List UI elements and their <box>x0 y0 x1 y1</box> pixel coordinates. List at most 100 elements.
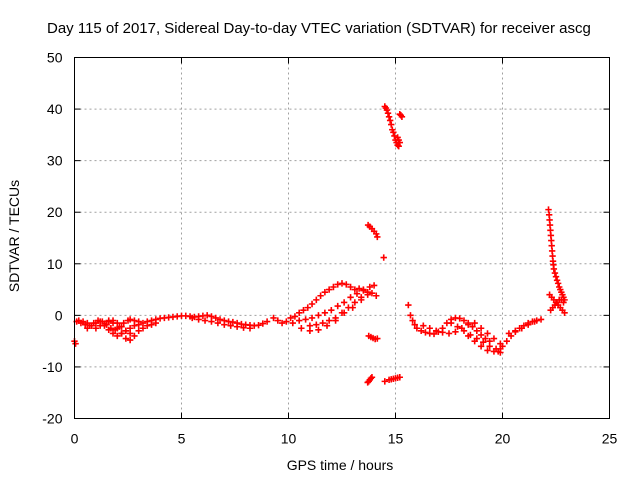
data-point <box>422 329 429 336</box>
x-axis-label: GPS time / hours <box>287 457 394 473</box>
data-point <box>482 335 489 342</box>
data-point <box>118 323 125 330</box>
data-point <box>105 326 112 333</box>
data-point <box>553 277 561 284</box>
data-point <box>291 313 299 320</box>
data-point <box>465 321 472 328</box>
data-point <box>216 316 224 323</box>
data-point <box>330 283 337 291</box>
data-point <box>195 316 202 323</box>
data-point <box>289 319 296 327</box>
data-point <box>120 319 127 327</box>
data-point <box>439 329 446 336</box>
data-point <box>328 307 335 314</box>
data-point <box>229 318 237 326</box>
data-point <box>380 254 387 261</box>
data-point <box>315 312 322 319</box>
data-point <box>313 321 320 328</box>
data-point <box>420 322 427 329</box>
data-point <box>321 288 329 296</box>
data-point <box>240 324 247 331</box>
data-point <box>255 321 262 329</box>
data-point <box>308 314 316 322</box>
data-point <box>349 304 356 311</box>
data-point <box>503 337 510 345</box>
data-point <box>131 332 138 340</box>
data-point <box>79 318 87 325</box>
data-point <box>395 143 402 150</box>
data-point <box>72 340 79 347</box>
data-point <box>358 296 365 304</box>
x-tick-label: 25 <box>602 431 618 447</box>
data-point <box>334 302 341 310</box>
data-point <box>551 269 559 277</box>
data-point <box>473 327 481 335</box>
grid-lines <box>74 57 610 419</box>
data-point <box>471 337 478 345</box>
data-point <box>460 317 468 324</box>
data-point <box>383 106 391 114</box>
data-point <box>308 300 316 308</box>
data-point <box>396 139 403 146</box>
data-point <box>364 291 371 298</box>
data-point <box>499 343 506 350</box>
data-point <box>366 283 374 291</box>
data-point <box>373 292 380 299</box>
data-point <box>537 316 545 323</box>
data-point <box>105 317 112 324</box>
data-point <box>411 321 418 328</box>
data-point <box>126 325 134 332</box>
data-point <box>325 286 333 293</box>
plot-frame <box>74 57 610 419</box>
data-point <box>426 325 433 332</box>
data-point <box>221 321 228 328</box>
data-point <box>460 327 468 335</box>
data-point <box>302 316 309 323</box>
data-point <box>385 113 393 121</box>
data-point <box>92 319 100 327</box>
data-point <box>552 273 560 280</box>
data-point <box>413 325 421 332</box>
data-point <box>386 117 394 124</box>
x-tick-label: 0 <box>71 431 79 447</box>
data-point <box>432 327 440 335</box>
data-point <box>304 304 311 311</box>
data-point <box>447 319 455 327</box>
data-point <box>367 375 375 382</box>
data-point <box>347 283 354 291</box>
data-point <box>407 312 414 319</box>
data-point <box>101 322 108 329</box>
data-point <box>388 121 395 128</box>
data-point <box>484 330 491 337</box>
data-point <box>201 317 209 324</box>
data-point <box>270 314 277 322</box>
data-point <box>283 318 290 325</box>
data-point <box>465 332 472 340</box>
data-point <box>114 325 121 332</box>
data-point <box>561 309 568 316</box>
data-point <box>298 325 305 332</box>
data-point <box>340 309 348 316</box>
data-point <box>246 325 254 332</box>
data-point <box>321 309 329 316</box>
data-point <box>343 281 350 288</box>
chart-title: Day 115 of 2017, Sidereal Day-to-day VTE… <box>47 20 591 37</box>
y-tick-label: 20 <box>47 204 63 220</box>
data-point <box>122 335 130 342</box>
y-tick-label: -10 <box>42 359 62 375</box>
data-point <box>259 320 267 327</box>
data-point <box>554 280 562 287</box>
data-point <box>374 233 381 241</box>
data-point <box>135 327 142 335</box>
y-tick-label: -20 <box>42 411 62 427</box>
data-point <box>114 332 121 340</box>
x-tick-label: 10 <box>281 431 297 447</box>
data-point <box>263 318 271 325</box>
data-point <box>144 318 151 325</box>
x-tick-label: 15 <box>388 431 404 447</box>
data-point <box>480 338 487 346</box>
data-point <box>351 299 359 306</box>
data-point <box>152 316 160 323</box>
data-point <box>550 265 558 273</box>
